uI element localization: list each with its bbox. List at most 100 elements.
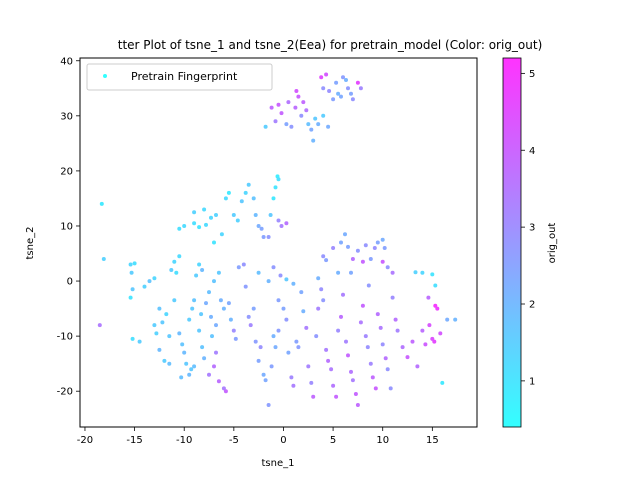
data-point (372, 246, 377, 250)
data-point (427, 323, 432, 328)
data-point (130, 336, 135, 341)
data-point (410, 339, 415, 344)
data-point (97, 323, 102, 328)
data-point (339, 240, 343, 245)
data-point (380, 342, 385, 347)
data-point (339, 94, 343, 99)
data-point (301, 100, 306, 105)
colorbar-tick-label: 5 (529, 69, 535, 80)
data-point (385, 265, 390, 270)
data-point (440, 380, 445, 385)
data-point (187, 372, 192, 377)
y-tick-label: 0 (67, 277, 73, 288)
data-point (218, 298, 223, 303)
data-point (350, 257, 355, 261)
y-tick-label: -20 (57, 387, 73, 398)
data-point (370, 375, 375, 380)
data-point (327, 89, 332, 93)
data-point (383, 356, 388, 361)
y-tick-label: 30 (60, 111, 73, 122)
data-point (378, 325, 383, 330)
data-point (304, 325, 309, 330)
data-point (278, 273, 283, 278)
data-point (269, 105, 274, 110)
data-point (321, 113, 326, 118)
data-point (276, 102, 281, 107)
data-point (273, 345, 278, 350)
data-point (192, 298, 197, 303)
data-point (263, 124, 268, 129)
data-point (214, 350, 218, 355)
data-point (385, 367, 390, 372)
data-point (167, 361, 172, 366)
data-point (209, 314, 213, 319)
data-point (341, 292, 345, 297)
data-point (331, 383, 336, 388)
data-point (366, 283, 371, 288)
colorbar-ticks: 1 2 3 4 5 (521, 69, 535, 387)
data-point (279, 224, 284, 228)
data-point (432, 339, 437, 344)
x-tick-label: 15 (426, 435, 439, 446)
data-point (101, 257, 106, 261)
data-point (420, 270, 425, 275)
colorbar-tick-label: 4 (529, 146, 535, 157)
data-point (162, 358, 167, 363)
data-point (289, 375, 294, 380)
data-point (311, 138, 316, 143)
data-point (365, 345, 370, 350)
data-point (129, 270, 134, 275)
data-point (291, 383, 296, 388)
data-point (331, 246, 336, 250)
data-point (334, 80, 339, 85)
data-point (355, 248, 360, 253)
data-point (212, 364, 216, 369)
data-point (99, 201, 104, 206)
data-point (368, 257, 373, 261)
data-point (304, 108, 309, 113)
data-point (314, 334, 319, 339)
data-point (258, 345, 263, 350)
data-point (289, 124, 294, 129)
data-point (182, 350, 187, 355)
data-point (147, 279, 152, 284)
plot-frame (79, 57, 478, 428)
data-point (336, 91, 341, 96)
data-point (311, 394, 316, 399)
data-point (214, 213, 218, 217)
data-point (177, 254, 182, 259)
data-point (212, 240, 216, 245)
data-point (253, 213, 258, 217)
data-point (336, 328, 341, 333)
data-point (336, 270, 341, 275)
data-point (286, 350, 291, 355)
data-point (182, 224, 187, 228)
y-tick-label: 20 (60, 166, 73, 177)
x-tick-label: -5 (229, 435, 239, 446)
data-point (246, 314, 251, 319)
x-tick-label: 5 (330, 435, 336, 446)
data-point (360, 259, 365, 264)
data-point (284, 317, 289, 322)
data-point (324, 72, 329, 77)
x-axis: -20 -15 -10 -5 0 5 10 15 (77, 427, 439, 446)
data-point (137, 339, 142, 344)
data-point (192, 221, 197, 226)
data-point (266, 235, 271, 239)
data-point (197, 225, 202, 230)
data-point (405, 355, 410, 360)
data-point (344, 339, 348, 344)
data-point (355, 403, 360, 407)
data-point (435, 306, 440, 311)
data-point (132, 261, 137, 266)
data-point (390, 295, 395, 300)
data-point (248, 323, 253, 328)
data-point (346, 353, 350, 358)
data-point (324, 347, 329, 352)
colorbar-gradient (502, 57, 522, 428)
data-point (341, 75, 345, 80)
data-point (373, 386, 378, 391)
data-point (316, 306, 321, 311)
y-tick-label: -10 (57, 332, 73, 343)
data-point (152, 323, 157, 328)
